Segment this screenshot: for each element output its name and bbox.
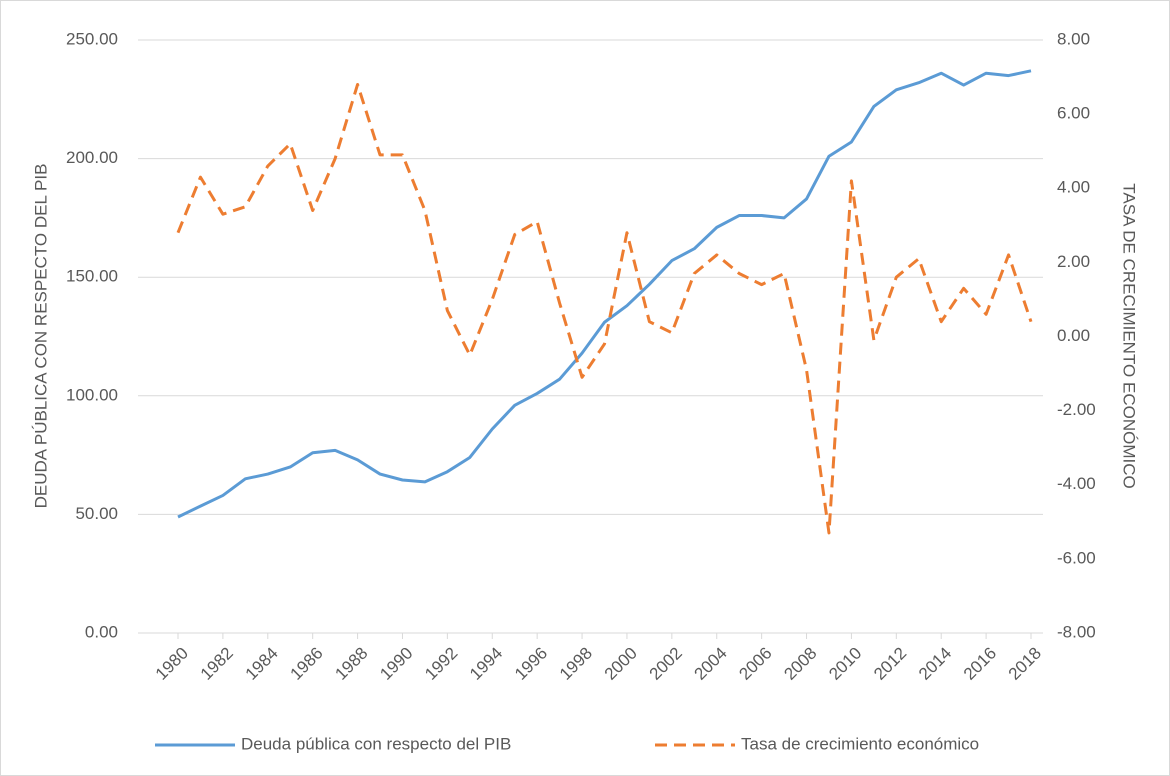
y-tick-label: 50.00 — [75, 504, 118, 523]
y2-tick-label: 8.00 — [1057, 29, 1090, 48]
data-line — [177, 69, 1032, 519]
y2-tick-label: 0.00 — [1057, 326, 1090, 345]
y2-axis-title: TASA DE CRECIMIENTO ECONÓMICO — [1120, 183, 1139, 488]
y-tick-label: 250.00 — [66, 29, 118, 48]
y2-tick-label: 4.00 — [1057, 178, 1090, 197]
data-line — [176, 82, 1033, 535]
y2-tick-label: -6.00 — [1057, 548, 1096, 567]
y2-tick-label: 2.00 — [1057, 252, 1090, 271]
y-tick-label: 0.00 — [85, 622, 118, 641]
y-tick-label: 100.00 — [66, 385, 118, 404]
y2-tick-label: -4.00 — [1057, 474, 1096, 493]
y-tick-label: 150.00 — [66, 267, 118, 286]
y2-tick-label: 6.00 — [1057, 104, 1090, 123]
y2-tick-label: -2.00 — [1057, 400, 1096, 419]
y-tick-label: 200.00 — [66, 148, 118, 167]
legend-label: Deuda pública con respecto del PIB — [241, 734, 511, 753]
y-axis-title: DEUDA PÚBLICA CON RESPECTO DEL PIB — [31, 164, 50, 509]
y2-tick-label: -8.00 — [1057, 622, 1096, 641]
legend-label: Tasa de crecimiento económico — [741, 734, 979, 753]
